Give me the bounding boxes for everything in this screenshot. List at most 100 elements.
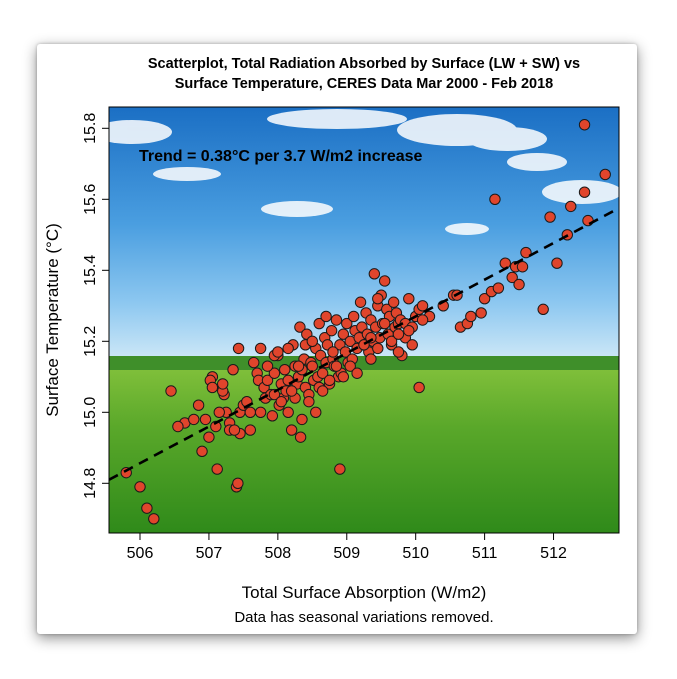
data-point [537, 303, 549, 316]
data-point [165, 385, 177, 397]
y-tick-label: 15.8 [82, 113, 99, 144]
data-point [392, 346, 405, 358]
trend-line [109, 208, 617, 481]
data-point [313, 317, 325, 330]
y-tick-label: 15.0 [82, 397, 99, 428]
data-point [513, 278, 525, 291]
data-point [403, 324, 415, 337]
data-point [344, 360, 356, 372]
data-point [228, 424, 241, 436]
data-point [320, 310, 332, 323]
data-point [211, 463, 223, 475]
data-point [330, 314, 343, 326]
trend-annotation: Trend = 0.38°C per 3.7 W/m2 increase [139, 148, 423, 165]
y-tick-label: 15.6 [82, 184, 99, 215]
data-point [323, 374, 336, 387]
data-point [285, 424, 298, 436]
data-point [203, 431, 215, 443]
plot-background [109, 107, 619, 533]
data-point [378, 317, 391, 330]
data-points [120, 119, 611, 525]
data-point [516, 261, 529, 273]
data-point [582, 214, 594, 227]
y-axis: 14.8 15.0 15.2 15.4 15.6 15.8 [82, 113, 109, 499]
data-point [599, 168, 611, 181]
data-point [266, 410, 279, 422]
data-point [416, 314, 429, 326]
data-point [232, 477, 244, 489]
data-point [403, 293, 415, 305]
data-point [306, 360, 319, 372]
data-point [254, 406, 267, 418]
data-point [232, 342, 245, 355]
data-point [244, 424, 256, 436]
data-point [275, 395, 287, 408]
data-point [272, 346, 284, 358]
data-point [565, 200, 577, 213]
data-point [192, 399, 205, 411]
data-point [489, 193, 501, 206]
plot-frame [108, 106, 620, 534]
data-point [213, 406, 225, 418]
data-point [354, 296, 367, 308]
data-point [327, 346, 339, 358]
data-point [578, 119, 591, 131]
data-point [227, 364, 239, 376]
data-point [387, 296, 400, 308]
footnote: Data has seasonal variations removed. [234, 609, 493, 626]
data-point [244, 406, 256, 418]
data-point [465, 310, 477, 323]
data-point [478, 293, 491, 305]
chart-card: Scatterplot, Total Radiation Absorbed by… [37, 44, 637, 634]
data-point [372, 342, 384, 355]
data-point [372, 293, 384, 305]
data-point [544, 211, 556, 223]
data-point [337, 328, 350, 340]
x-axis-label: Total Surface Absorption (W/m2) [242, 583, 487, 602]
x-tick-label: 507 [196, 545, 223, 562]
data-point [325, 324, 338, 337]
data-point [134, 481, 146, 493]
data-point [303, 395, 315, 408]
x-axis: 506 507 508 509 510 511 512 [127, 533, 567, 562]
data-point [392, 328, 405, 340]
data-point [294, 431, 307, 443]
data-point [306, 335, 319, 347]
data-point [279, 364, 291, 376]
x-tick-label: 506 [127, 545, 154, 562]
data-point [351, 367, 363, 379]
data-point [254, 342, 267, 355]
data-point [296, 413, 308, 426]
data-point [492, 282, 505, 294]
x-tick-label: 508 [264, 545, 291, 562]
data-point [196, 445, 208, 458]
data-point [210, 420, 222, 433]
data-point [330, 360, 343, 372]
data-point [268, 388, 281, 401]
x-tick-label: 510 [402, 545, 429, 562]
data-point [416, 300, 429, 312]
data-point [337, 371, 350, 383]
data-point [310, 406, 322, 418]
chart-subtitle: Surface Temperature, CERES Data Mar 2000… [175, 76, 554, 92]
data-point [347, 310, 360, 323]
data-point [368, 268, 381, 280]
data-point [385, 335, 398, 347]
data-point [316, 367, 329, 379]
data-point [294, 321, 306, 333]
data-point [268, 367, 281, 379]
data-point [188, 413, 200, 426]
data-point [292, 360, 305, 372]
data-point [499, 257, 511, 269]
scatter-chart: Scatterplot, Total Radiation Absorbed by… [43, 56, 620, 626]
data-point [506, 271, 518, 284]
data-point [316, 385, 329, 397]
y-tick-label: 14.8 [82, 468, 99, 499]
x-tick-label: 511 [472, 545, 498, 562]
x-tick-label: 509 [333, 545, 360, 562]
data-point [148, 513, 160, 525]
data-point [551, 257, 563, 269]
data-point [341, 317, 353, 330]
data-point [406, 339, 418, 351]
trend-line-group [109, 208, 617, 481]
